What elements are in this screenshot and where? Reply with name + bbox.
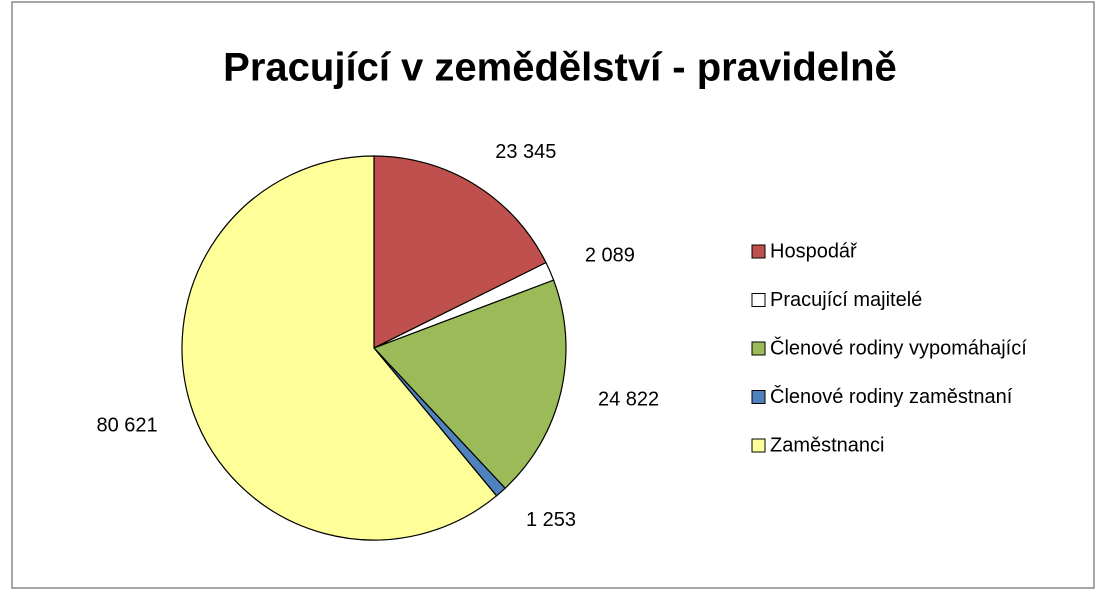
legend-swatch	[751, 438, 766, 453]
legend-label: Hospodář	[770, 240, 858, 262]
legend-swatch	[751, 341, 766, 356]
data-label: 2 089	[585, 244, 635, 266]
data-label: 80 621	[96, 414, 157, 436]
pie-slice	[372, 279, 567, 490]
chart-title: Pracující v zemědělství - pravidelně	[223, 46, 897, 90]
legend-label: Členové rodiny zaměstnaní	[770, 385, 1013, 408]
data-label: 1 253	[526, 509, 576, 531]
pie-slice	[181, 155, 498, 541]
data-label: 24 822	[598, 388, 659, 410]
pie-slice	[373, 155, 547, 349]
legend-swatch	[751, 244, 766, 259]
legend-swatch	[751, 293, 766, 307]
data-label: 23 345	[495, 141, 556, 163]
legend-label: Zaměstnanci	[770, 434, 885, 456]
legend-label: Členové rodiny vypomáhající	[770, 336, 1027, 359]
legend-swatch	[751, 390, 766, 404]
legend-label: Pracující majitelé	[770, 289, 922, 311]
